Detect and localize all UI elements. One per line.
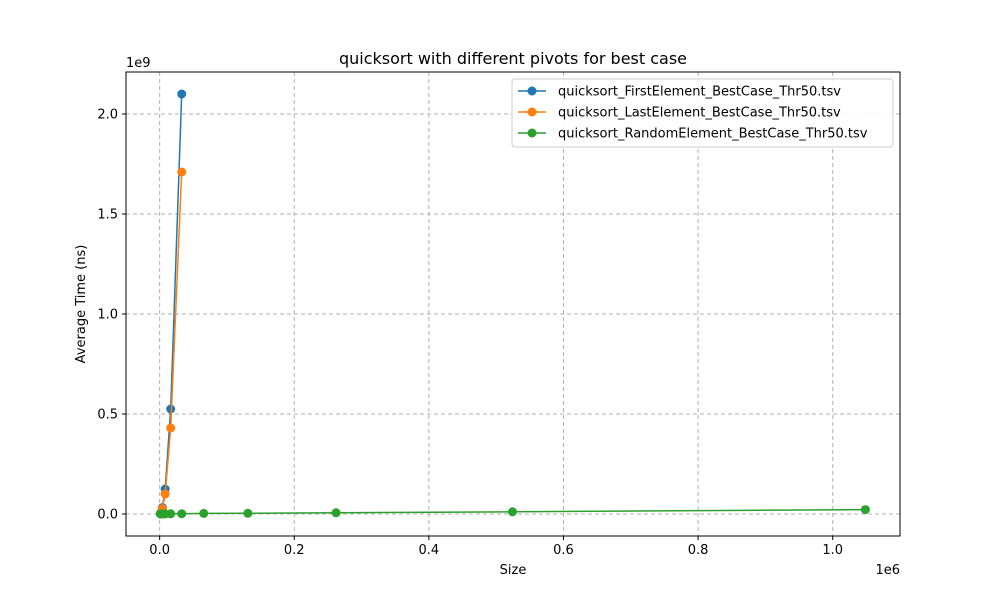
legend: quicksort_FirstElement_BestCase_Thr50.ts… [511,78,894,148]
x-tick-label: 0.8 [688,543,709,558]
legend-item: quicksort_LastElement_BestCase_Thr50.tsv [518,106,841,121]
y-axis-offset-label: 1e9 [126,56,151,71]
data-point [177,509,187,519]
data-point [508,507,518,517]
x-tick-label: 0.2 [284,543,305,558]
chart-title: quicksort with different pivots for best… [339,49,687,68]
data-point [177,89,187,99]
x-tick-label: 0.6 [553,543,574,558]
legend-marker [527,107,537,117]
y-tick-label: 1.5 [97,208,118,223]
plot-series [155,89,870,519]
x-tick-label: 1.0 [822,543,843,558]
legend-label: quicksort_FirstElement_BestCase_Thr50.ts… [558,85,841,100]
x-axis-ticks: 0.0 0.2 0.4 0.6 0.8 1.0 [149,536,843,558]
legend-item: quicksort_RandomElement_BestCase_Thr50.t… [518,127,868,142]
x-tick-label: 0.0 [149,543,170,558]
data-point [331,508,341,518]
x-axis-label: Size [500,563,527,578]
series-2 [155,505,870,519]
data-point [177,167,187,177]
y-axis-label: Average Time (ns) [74,245,89,364]
y-axis-ticks: 0.0 0.5 1.0 1.5 2.0 [97,108,126,523]
data-point [199,508,209,518]
y-tick-label: 1.0 [97,308,118,323]
legend-label: quicksort_LastElement_BestCase_Thr50.tsv [558,106,841,121]
plot-frame [125,71,901,537]
data-point [243,508,253,518]
data-point [166,423,176,433]
y-tick-label: 0.5 [97,408,118,423]
legend-item: quicksort_FirstElement_BestCase_Thr50.ts… [518,85,841,100]
y-tick-label: 2.0 [97,108,118,123]
legend-marker [527,86,537,96]
data-point [166,509,176,519]
legend-box [511,78,894,148]
data-point [166,404,176,414]
x-axis-offset-label: 1e6 [875,563,900,578]
y-tick-label: 0.0 [97,508,118,523]
legend-label: quicksort_RandomElement_BestCase_Thr50.t… [558,127,868,142]
data-point [860,505,870,515]
legend-marker [527,128,537,138]
data-point [160,489,170,499]
x-tick-label: 0.4 [419,543,440,558]
